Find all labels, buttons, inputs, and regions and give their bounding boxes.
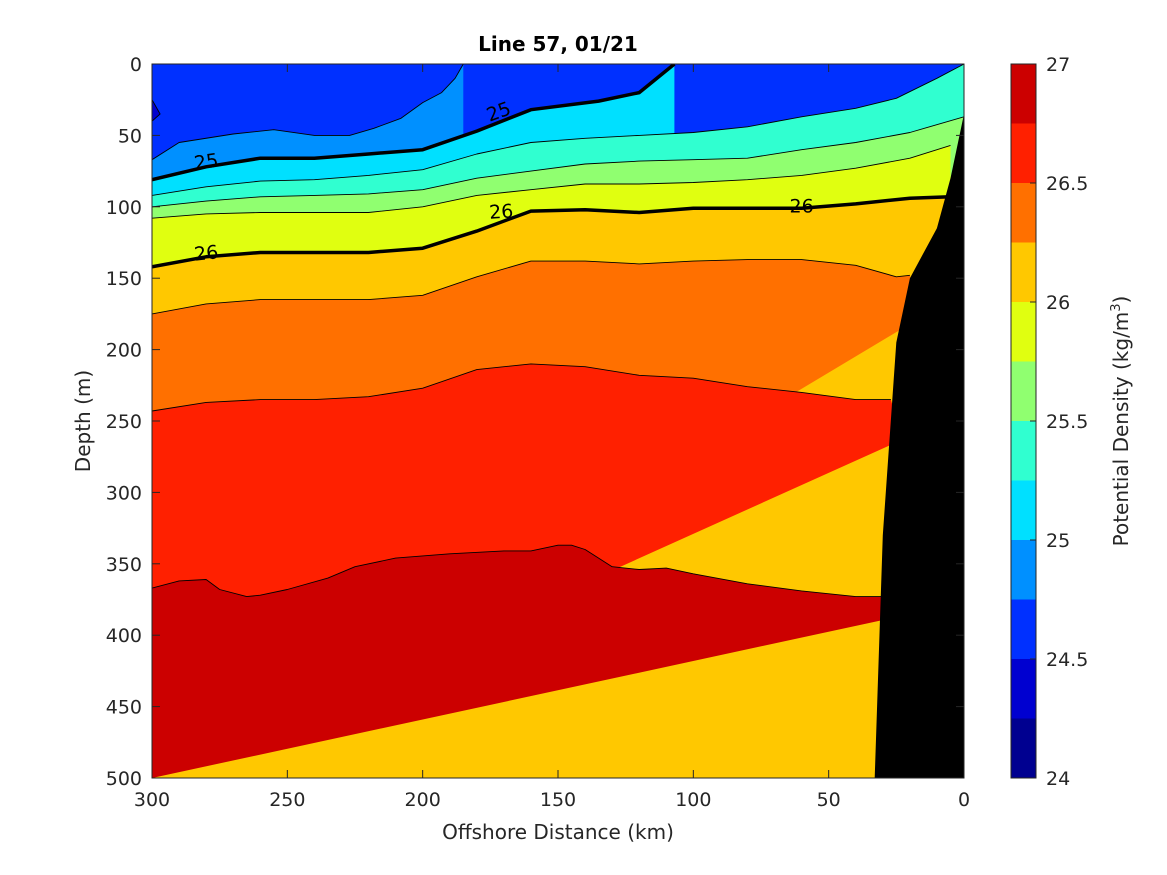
colorbar-swatch: [1011, 659, 1036, 719]
colorbar: 24 24.5 25 25.5 26 26.5 27: [1010, 54, 1088, 790]
contour-label: 26: [193, 241, 219, 265]
seafloor-shape: [874, 114, 964, 778]
colorbar-swatch: [1011, 421, 1036, 481]
contour-label-group: 26: [193, 241, 219, 265]
y-tick-label: 150: [106, 268, 142, 290]
density-field: [152, 64, 964, 778]
colorbar-label-main: Potential Density (kg/m: [1109, 312, 1133, 547]
colorbar-swatch: [1011, 718, 1036, 778]
contour-label: 25: [193, 150, 220, 175]
contour-line-25.25: [152, 64, 964, 196]
contour-line-26.25: [152, 259, 910, 315]
contour-lines: [152, 64, 964, 598]
colorbar-swatch: [1011, 480, 1036, 540]
contour-line-25.5: [152, 116, 964, 208]
colorbar-swatch: [1011, 302, 1036, 362]
colorbar-swatch: [1011, 361, 1036, 421]
y-tick-label: 300: [106, 482, 142, 504]
colorbar-tick-label: 24.5: [1046, 649, 1088, 671]
x-tick-label: 100: [675, 789, 711, 811]
contour-label-group: 26: [488, 200, 514, 224]
x-tick-label: 250: [269, 789, 305, 811]
colorbar-tick-label: 26.5: [1046, 173, 1088, 195]
chart-title: Line 57, 01/21: [478, 32, 638, 56]
y-tick-label: 400: [106, 625, 142, 647]
colorbar-tick-label: 25.5: [1046, 411, 1088, 433]
colorbar-tick-label: 24: [1046, 768, 1070, 790]
contour-label: 26: [790, 195, 814, 217]
density-band-min: [152, 64, 161, 122]
contour-line-24.75: [152, 64, 464, 161]
x-tick-label: 0: [958, 789, 970, 811]
colorbar-tick-label: 27: [1046, 54, 1070, 76]
contour-line-24.5: [152, 64, 161, 122]
colorbar-swatch: [1011, 183, 1036, 243]
y-tick-label: 50: [118, 125, 142, 147]
x-tick-label: 200: [405, 789, 441, 811]
colorbar-label-sup: 3: [1109, 303, 1124, 311]
y-axis-label: Depth (m): [71, 370, 95, 472]
contour-line-25.75: [152, 144, 951, 219]
seafloor-shelf: [874, 114, 964, 778]
colorbar-swatch: [1011, 540, 1036, 600]
y-tick-label: 0: [130, 54, 142, 76]
colorbar-swatch: [1011, 599, 1036, 659]
colorbar-label: Potential Density (kg/m3): [1109, 296, 1133, 547]
colorbar-swatch: [1011, 123, 1036, 183]
contour-line-26.5: [152, 363, 891, 412]
x-tick-label: 50: [817, 789, 841, 811]
x-tick-label: 150: [540, 789, 576, 811]
x-axis-label: Offshore Distance (km): [442, 820, 674, 844]
y-tick-label: 500: [106, 768, 142, 790]
colorbar-tick-label: 25: [1046, 530, 1070, 552]
colorbar-tick-label: 26: [1046, 292, 1070, 314]
y-tick-label: 450: [106, 697, 142, 719]
contour-line-26: [152, 195, 951, 269]
y-tick-label: 100: [106, 197, 142, 219]
y-tick-label: 200: [106, 340, 142, 362]
colorbar-label-end: ): [1109, 296, 1133, 304]
contour-label: 26: [488, 200, 514, 224]
y-tick-label: 350: [106, 554, 142, 576]
x-axis: 300 250 200 150 100 50 0: [134, 64, 970, 811]
colorbar-swatch: [1011, 242, 1036, 302]
contour-label-group: 25: [193, 150, 220, 175]
contour-line-26.75: [152, 544, 883, 598]
colorbar-swatch: [1011, 64, 1036, 124]
contour-label-group: 26: [790, 195, 814, 217]
y-tick-label: 250: [106, 411, 142, 433]
y-axis: 0 50 100 150 200 250 300 350 400 450 500: [106, 54, 964, 790]
x-tick-label: 300: [134, 789, 170, 811]
contour-line-25: [152, 64, 676, 182]
density-band-10: [152, 545, 964, 778]
